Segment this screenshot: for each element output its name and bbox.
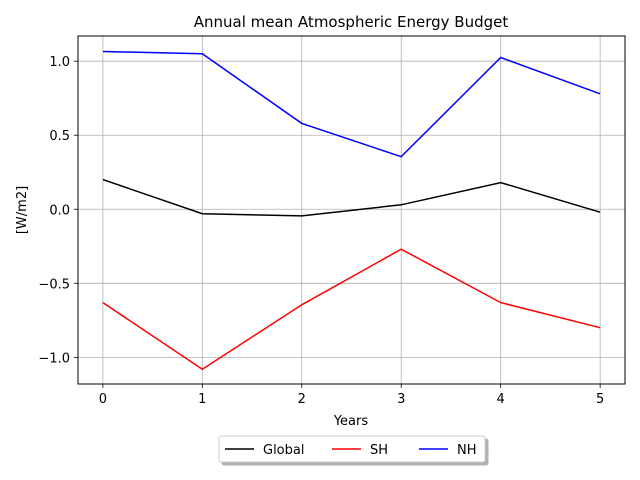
x-tick-label: 0 — [99, 392, 107, 407]
y-tick-label: −0.5 — [38, 277, 70, 292]
x-tick-label: 2 — [298, 392, 306, 407]
x-axis: 0 1 2 3 4 5 — [99, 384, 604, 407]
x-tick-label: 1 — [198, 392, 206, 407]
y-tick-label: −1.0 — [38, 351, 70, 366]
y-tick-label: 0.0 — [49, 203, 70, 218]
series-line-nh — [102, 50, 601, 158]
x-tick-label: 3 — [397, 392, 405, 407]
legend: Global SH NH — [218, 435, 486, 463]
series-line-sh — [102, 248, 601, 371]
plot-frame — [77, 35, 626, 385]
x-axis-label: Years — [333, 414, 369, 429]
y-axis: −1.0 −0.5 0.0 0.5 1.0 — [38, 55, 78, 366]
y-tick-label: 1.0 — [49, 55, 70, 70]
y-axis-label: [W/m2] — [15, 186, 30, 234]
grid-lines — [78, 36, 625, 384]
series-line-global — [102, 178, 601, 217]
x-tick-label: 5 — [596, 392, 604, 407]
series-lines — [102, 50, 601, 371]
legend-label-global: Global — [263, 443, 304, 458]
x-tick-label: 4 — [497, 392, 505, 407]
chart-title: Annual mean Atmospheric Energy Budget — [194, 13, 509, 31]
legend-label-sh: SH — [370, 443, 388, 458]
legend-label-nh: NH — [457, 443, 477, 458]
y-tick-label: 0.5 — [49, 129, 70, 144]
